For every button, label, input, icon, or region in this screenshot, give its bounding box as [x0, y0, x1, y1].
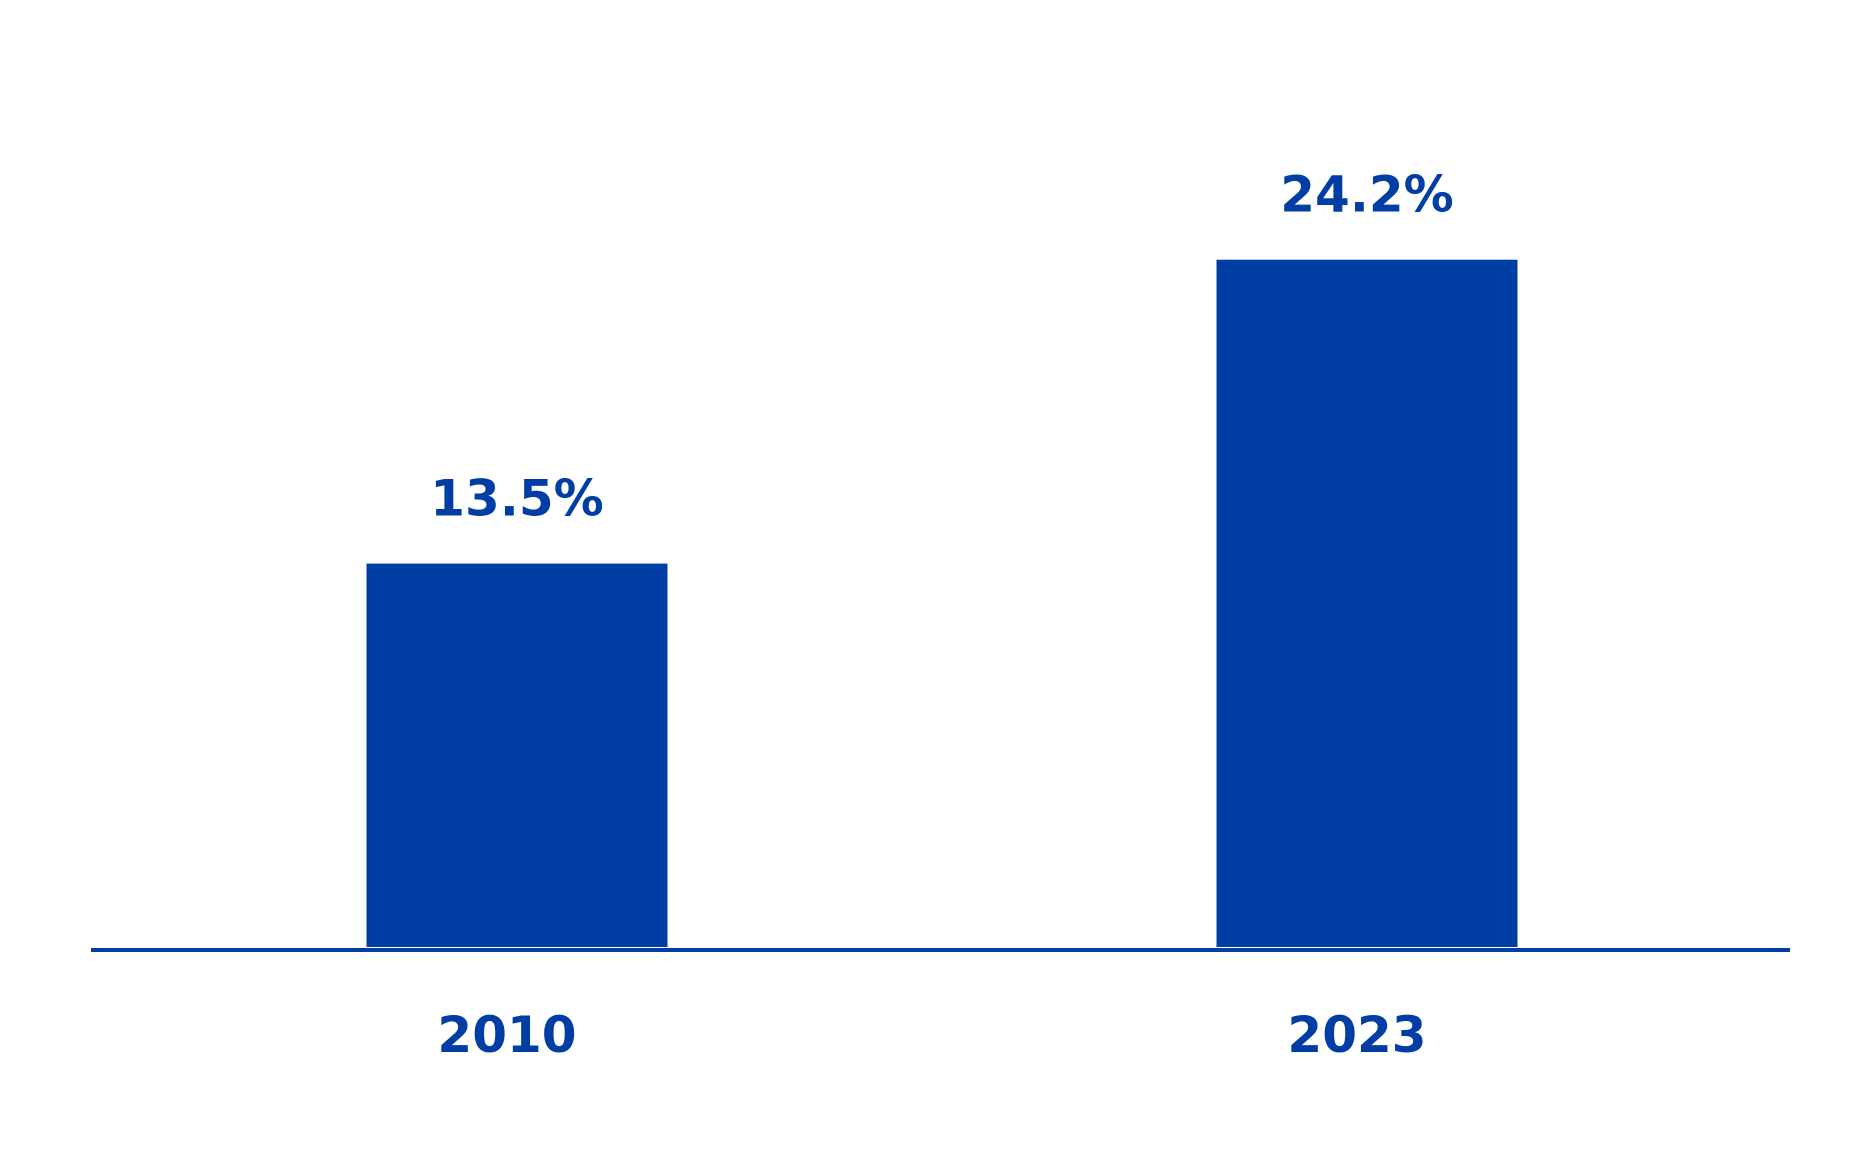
- data-label-2010: 13.5%: [430, 470, 603, 528]
- bar-2023: [1216, 259, 1518, 948]
- x-tick-label-2010: 2010: [437, 1006, 576, 1064]
- bar-2010: [366, 563, 668, 947]
- x-tick-label-2023: 2023: [1287, 1006, 1426, 1064]
- data-label-2023: 24.2%: [1280, 166, 1453, 224]
